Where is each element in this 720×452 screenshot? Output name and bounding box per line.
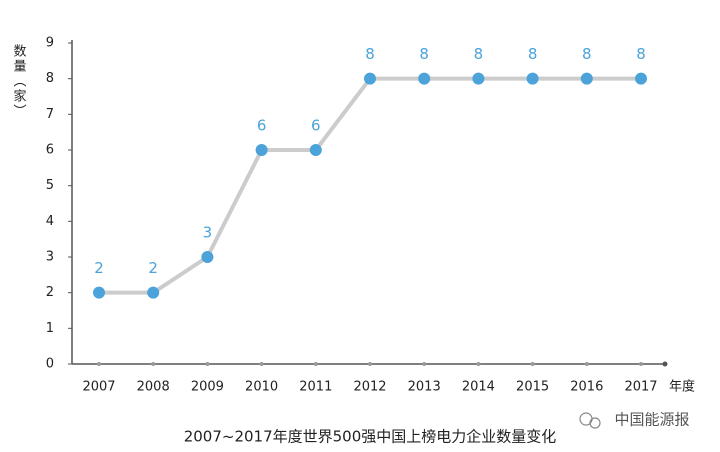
x-tick-label: 2014 [462, 380, 495, 395]
x-axis-end [662, 361, 668, 367]
data-label: 8 [582, 45, 592, 63]
marker [255, 144, 268, 156]
x-tick-label: 2008 [137, 380, 170, 395]
data-label: 8 [419, 45, 429, 63]
data-label: 2 [94, 259, 104, 277]
x-tick [584, 362, 589, 366]
marker [201, 251, 214, 263]
y-tick-label: 6 [46, 143, 54, 158]
marker [635, 72, 647, 85]
y-tick-label: 8 [46, 71, 54, 86]
data-label: 8 [528, 45, 538, 63]
data-label: 3 [203, 224, 213, 242]
marker [418, 72, 431, 85]
x-tick-label: 2007 [82, 380, 115, 395]
x-tick [313, 362, 318, 366]
x-tick [422, 362, 427, 366]
y-tick-label: 1 [46, 321, 54, 336]
data-label: 8 [474, 45, 484, 63]
x-tick [530, 362, 535, 366]
marker [93, 286, 105, 299]
marker [309, 144, 322, 156]
data-label: 2 [148, 259, 158, 277]
chart-title: 2007~2017年度世界500强中国上榜电力企业数量变化 [184, 428, 557, 446]
y-tick-label: 5 [46, 178, 54, 193]
y-tick-label: 9 [46, 36, 54, 51]
line [99, 76, 641, 295]
x-axis-label: 年度 [669, 379, 695, 395]
watermark-icon [579, 412, 601, 429]
data-label: 8 [365, 45, 375, 63]
marker [364, 72, 376, 85]
x-tick-label: 2009 [191, 380, 224, 395]
y-tick-label: 0 [46, 357, 54, 372]
y-tick-label: 3 [46, 250, 54, 265]
x-tick-label: 2016 [570, 380, 603, 395]
data-label: 8 [636, 45, 646, 63]
marker [580, 72, 593, 85]
x-tick-label: 2015 [516, 380, 549, 395]
x-tick [368, 362, 372, 366]
x-tick [205, 362, 210, 366]
x-tick [639, 362, 643, 366]
y-tick-label: 4 [46, 214, 54, 229]
x-tick [151, 362, 156, 366]
x-tick [97, 362, 101, 366]
x-tick-label: 2010 [245, 380, 278, 395]
x-tick-label: 2017 [624, 380, 657, 395]
marker [526, 72, 539, 85]
x-tick-label: 2013 [408, 380, 441, 395]
watermark: 中国能源报 [614, 411, 689, 429]
data-label: 6 [257, 117, 267, 135]
marker [147, 286, 160, 299]
x-tick [259, 362, 264, 366]
x-tick [476, 362, 481, 366]
y-tick-label: 2 [46, 285, 54, 300]
y-tick-label: 7 [46, 107, 54, 122]
data-label: 6 [311, 117, 321, 135]
marker [472, 72, 485, 85]
x-tick-label: 2011 [299, 380, 332, 395]
y-axis-label: 数量（家） [11, 44, 27, 119]
x-tick-label: 2012 [353, 380, 386, 395]
